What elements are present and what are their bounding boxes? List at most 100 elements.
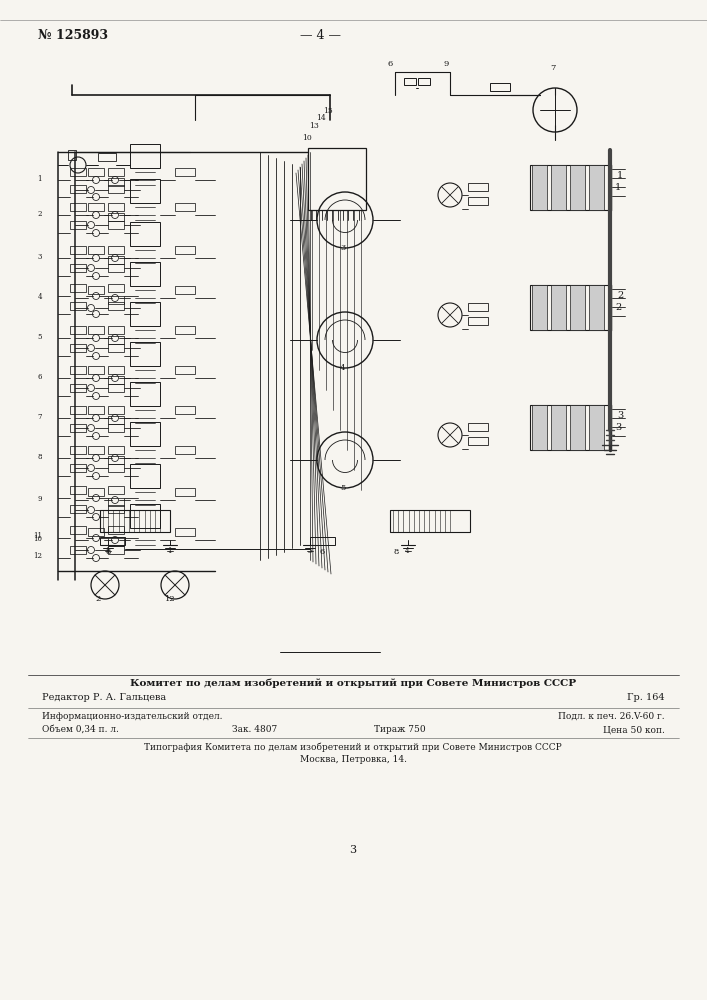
Bar <box>70 505 86 513</box>
Text: 3: 3 <box>37 253 42 261</box>
Bar <box>589 165 604 210</box>
Text: Москва, Петровка, 14.: Москва, Петровка, 14. <box>300 755 407 764</box>
Text: 10: 10 <box>33 535 42 543</box>
Bar <box>418 78 430 85</box>
Bar <box>108 284 124 292</box>
Bar <box>532 405 547 450</box>
Bar <box>108 246 124 254</box>
Bar <box>130 382 160 406</box>
Bar <box>570 165 585 210</box>
Bar <box>175 203 195 211</box>
Bar <box>108 185 124 193</box>
Bar <box>70 344 86 352</box>
Text: 3: 3 <box>617 410 624 420</box>
Text: 6: 6 <box>37 373 42 381</box>
Text: 7: 7 <box>37 413 42 421</box>
Bar <box>108 376 124 384</box>
Text: 1: 1 <box>37 175 42 183</box>
Bar <box>108 302 124 310</box>
Text: 8: 8 <box>37 453 42 461</box>
Bar <box>551 285 566 330</box>
Text: 6: 6 <box>320 548 325 556</box>
Text: 4: 4 <box>37 293 42 301</box>
Bar <box>130 222 160 246</box>
Bar <box>130 464 160 488</box>
Text: 2: 2 <box>615 302 621 312</box>
Text: 8: 8 <box>393 548 398 556</box>
Bar <box>108 538 124 546</box>
Bar <box>468 317 488 325</box>
Bar <box>468 437 488 445</box>
Text: 10: 10 <box>302 134 312 142</box>
Text: 13: 13 <box>309 122 319 130</box>
Bar <box>88 286 104 294</box>
Bar <box>108 366 124 374</box>
Text: № 125893: № 125893 <box>38 29 108 42</box>
Text: 1: 1 <box>617 170 624 180</box>
Bar <box>530 165 610 210</box>
Text: 2: 2 <box>37 210 42 218</box>
Bar <box>70 366 86 374</box>
Text: 3: 3 <box>307 547 311 555</box>
Bar <box>530 285 610 330</box>
Bar <box>88 326 104 334</box>
Text: 6: 6 <box>388 60 393 68</box>
Bar <box>532 285 547 330</box>
Bar <box>570 405 585 450</box>
Bar <box>130 422 160 446</box>
Text: 1: 1 <box>105 547 110 555</box>
Text: 9: 9 <box>443 60 448 68</box>
Text: 9: 9 <box>37 495 42 503</box>
Bar <box>175 326 195 334</box>
Bar <box>70 185 86 193</box>
Bar <box>70 168 86 176</box>
Text: 1: 1 <box>167 547 172 555</box>
Bar <box>108 326 124 334</box>
Bar <box>108 256 124 264</box>
Bar <box>88 203 104 211</box>
Text: 15: 15 <box>323 107 333 115</box>
Text: 4: 4 <box>405 547 409 555</box>
Bar <box>70 221 86 229</box>
Bar <box>108 384 124 392</box>
Bar <box>70 546 86 554</box>
Text: 14: 14 <box>316 114 326 122</box>
Text: 3: 3 <box>340 244 346 252</box>
Bar <box>468 183 488 191</box>
Bar <box>100 537 125 545</box>
Text: 3: 3 <box>615 422 621 432</box>
Bar <box>70 246 86 254</box>
Bar <box>108 456 124 464</box>
Bar <box>490 83 510 91</box>
Bar <box>108 221 124 229</box>
Bar <box>88 168 104 176</box>
Text: Информационно-издательский отдел.: Информационно-издательский отдел. <box>42 712 223 721</box>
Text: Подл. к печ. 26.V-60 г.: Подл. к печ. 26.V-60 г. <box>559 712 665 721</box>
Bar <box>108 264 124 272</box>
Bar <box>108 498 124 506</box>
Bar <box>88 366 104 374</box>
Bar <box>108 406 124 414</box>
Bar <box>70 264 86 272</box>
Bar <box>70 406 86 414</box>
Bar <box>175 246 195 254</box>
Bar <box>130 262 160 286</box>
Bar <box>175 446 195 454</box>
Bar <box>130 342 160 366</box>
Bar <box>551 165 566 210</box>
Bar <box>175 286 195 294</box>
Bar <box>108 168 124 176</box>
Bar <box>70 446 86 454</box>
Bar <box>108 446 124 454</box>
Bar <box>70 326 86 334</box>
Bar <box>551 405 566 450</box>
Bar <box>100 510 170 532</box>
Bar <box>108 344 124 352</box>
Text: 12: 12 <box>33 552 42 560</box>
Bar <box>468 303 488 311</box>
Text: 1: 1 <box>615 182 621 192</box>
Bar <box>70 526 86 534</box>
Bar <box>468 423 488 431</box>
Bar <box>175 406 195 414</box>
Bar <box>130 179 160 203</box>
